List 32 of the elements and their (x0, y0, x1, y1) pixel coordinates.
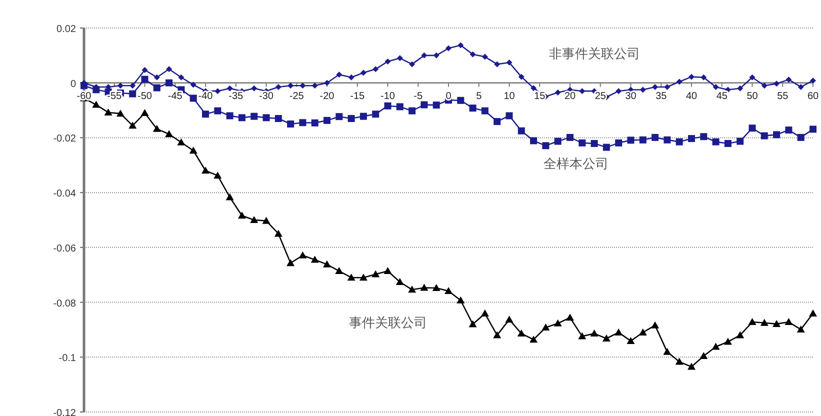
x-tick-label: -50 (138, 90, 152, 102)
x-tick-label: -10 (380, 90, 396, 102)
y-tick-label: -0.06 (53, 243, 76, 254)
y-tick-label: 0.02 (56, 24, 76, 35)
y-tick-label: -0.04 (53, 188, 76, 200)
x-tick-label: -35 (228, 90, 244, 102)
series-label: 全样本公司 (544, 156, 609, 172)
x-tick-label: -30 (259, 90, 274, 102)
x-tick-label: 5 (476, 90, 482, 102)
series-label: 非事件关联公司 (548, 47, 640, 62)
x-tick-label: 40 (686, 90, 698, 102)
x-tick-label: 20 (564, 90, 576, 102)
x-tick-label: 50 (746, 90, 758, 102)
x-tick-label: -5 (414, 90, 423, 102)
x-tick-label: 55 (777, 90, 789, 102)
x-tick-label: 30 (625, 90, 637, 102)
x-tick-label: -45 (168, 90, 183, 102)
x-tick-label: -20 (320, 90, 335, 102)
y-tick-label: -0.02 (53, 134, 76, 145)
series-label: 事件关联公司 (348, 316, 427, 331)
y-tick-label: -0.08 (53, 298, 76, 310)
x-tick-label: 35 (656, 90, 668, 102)
x-tick-label: 60 (807, 90, 819, 102)
x-tick-label: 45 (716, 90, 728, 102)
x-tick-label: -25 (289, 90, 304, 102)
y-tick-label: -0.12 (53, 408, 76, 416)
x-tick-label: -15 (350, 90, 366, 102)
x-tick-label: -40 (198, 90, 214, 102)
y-tick-label: -0.1 (58, 353, 76, 364)
x-tick-label: 10 (504, 90, 516, 102)
x-tick-label: 15 (534, 90, 546, 102)
y-tick-label: 0 (70, 78, 76, 90)
